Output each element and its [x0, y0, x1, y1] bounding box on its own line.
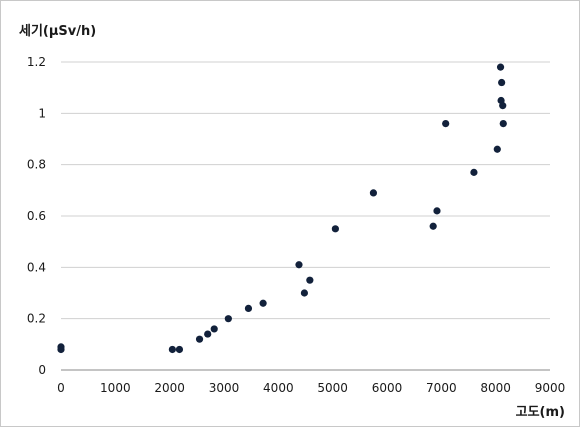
y-tick-label: 0 — [38, 363, 46, 377]
data-point — [204, 330, 212, 338]
data-point — [306, 276, 314, 284]
data-point — [433, 207, 441, 215]
data-point — [499, 120, 507, 128]
data-point — [498, 78, 506, 87]
data-point — [195, 335, 204, 343]
x-tick-label: 0 — [57, 381, 65, 395]
y-tick-label: 1 — [38, 106, 46, 120]
data-point — [470, 168, 478, 176]
data-point — [442, 120, 450, 128]
gridlines — [61, 61, 550, 320]
data-point — [429, 222, 437, 230]
x-tick-label: 3000 — [209, 381, 240, 395]
x-tick-label: 1000 — [100, 381, 131, 395]
data-point — [295, 261, 303, 269]
y-tick-label: 0.6 — [27, 209, 46, 223]
data-point — [210, 325, 218, 333]
x-tick-label: 4000 — [263, 381, 294, 395]
x-tick-label: 6000 — [372, 381, 403, 395]
data-point — [496, 63, 505, 71]
data-point — [499, 102, 507, 110]
y-tick-label: 0.2 — [27, 312, 46, 326]
data-point — [331, 225, 339, 233]
x-tick-label: 7000 — [426, 381, 457, 395]
x-tick-label: 9000 — [535, 381, 566, 395]
data-point — [300, 289, 309, 297]
y-tick-label: 1.2 — [27, 55, 46, 69]
y-tick-label: 0.8 — [27, 158, 46, 172]
data-point — [244, 304, 253, 312]
data-point — [493, 145, 501, 153]
data-point — [259, 299, 267, 307]
data-point — [224, 315, 232, 323]
y-tick-label: 0.4 — [27, 260, 46, 274]
y-axis-title: 세기(μSv/h) — [19, 24, 96, 39]
x-tick-label: 5000 — [317, 381, 348, 395]
y-tick-labels: 0 0.2 0.4 0.6 0.8 1 1.2 — [27, 55, 46, 377]
data-point — [369, 189, 378, 197]
x-tick-label: 2000 — [154, 381, 185, 395]
x-axis-title: 고도(m) — [516, 405, 565, 420]
data-points — [57, 63, 507, 354]
data-point — [168, 345, 176, 354]
data-point — [57, 345, 65, 354]
data-point — [175, 345, 184, 354]
x-tick-label: 8000 — [480, 381, 511, 395]
x-tick-labels: 0 1000 2000 3000 4000 5000 6000 7000 8000 9000 — [57, 381, 565, 395]
